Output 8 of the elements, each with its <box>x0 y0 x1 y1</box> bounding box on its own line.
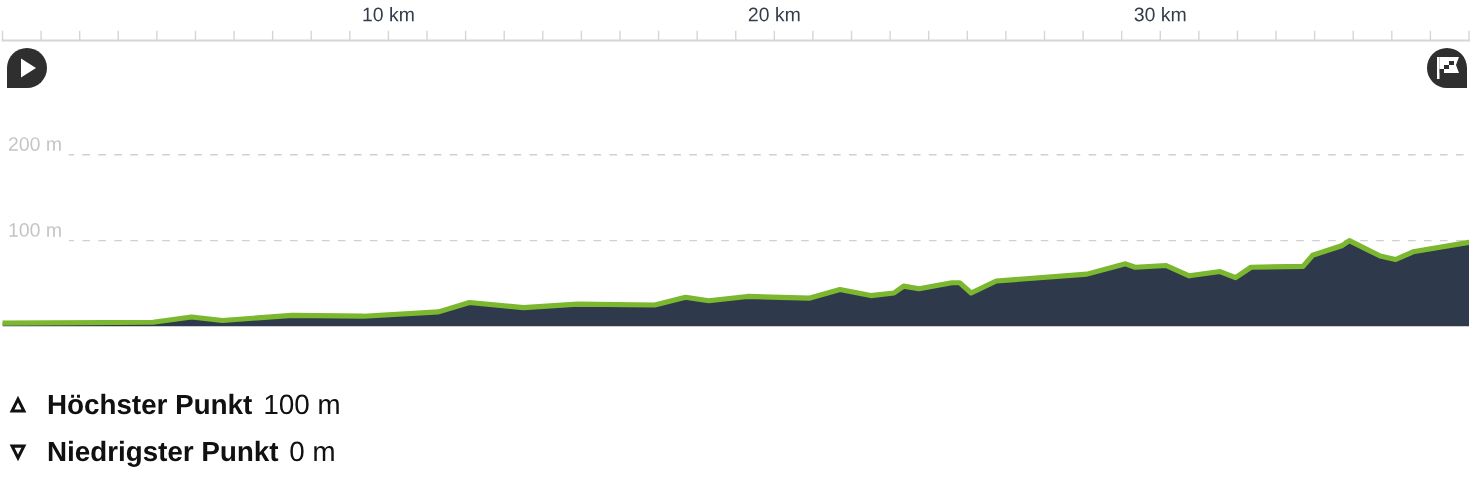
text: 100 m <box>265 394 339 415</box>
x-tick-label: 30 km <box>1134 7 1186 22</box>
text: Höchster Punkt <box>48 393 252 415</box>
text: 0 m <box>290 441 334 462</box>
y-tick-label: 200 m <box>8 137 61 151</box>
x-tick-label: 10 km <box>363 7 414 22</box>
text: Niedrigster Punkt <box>48 440 279 467</box>
x-tick-label: 20 km <box>748 7 800 22</box>
